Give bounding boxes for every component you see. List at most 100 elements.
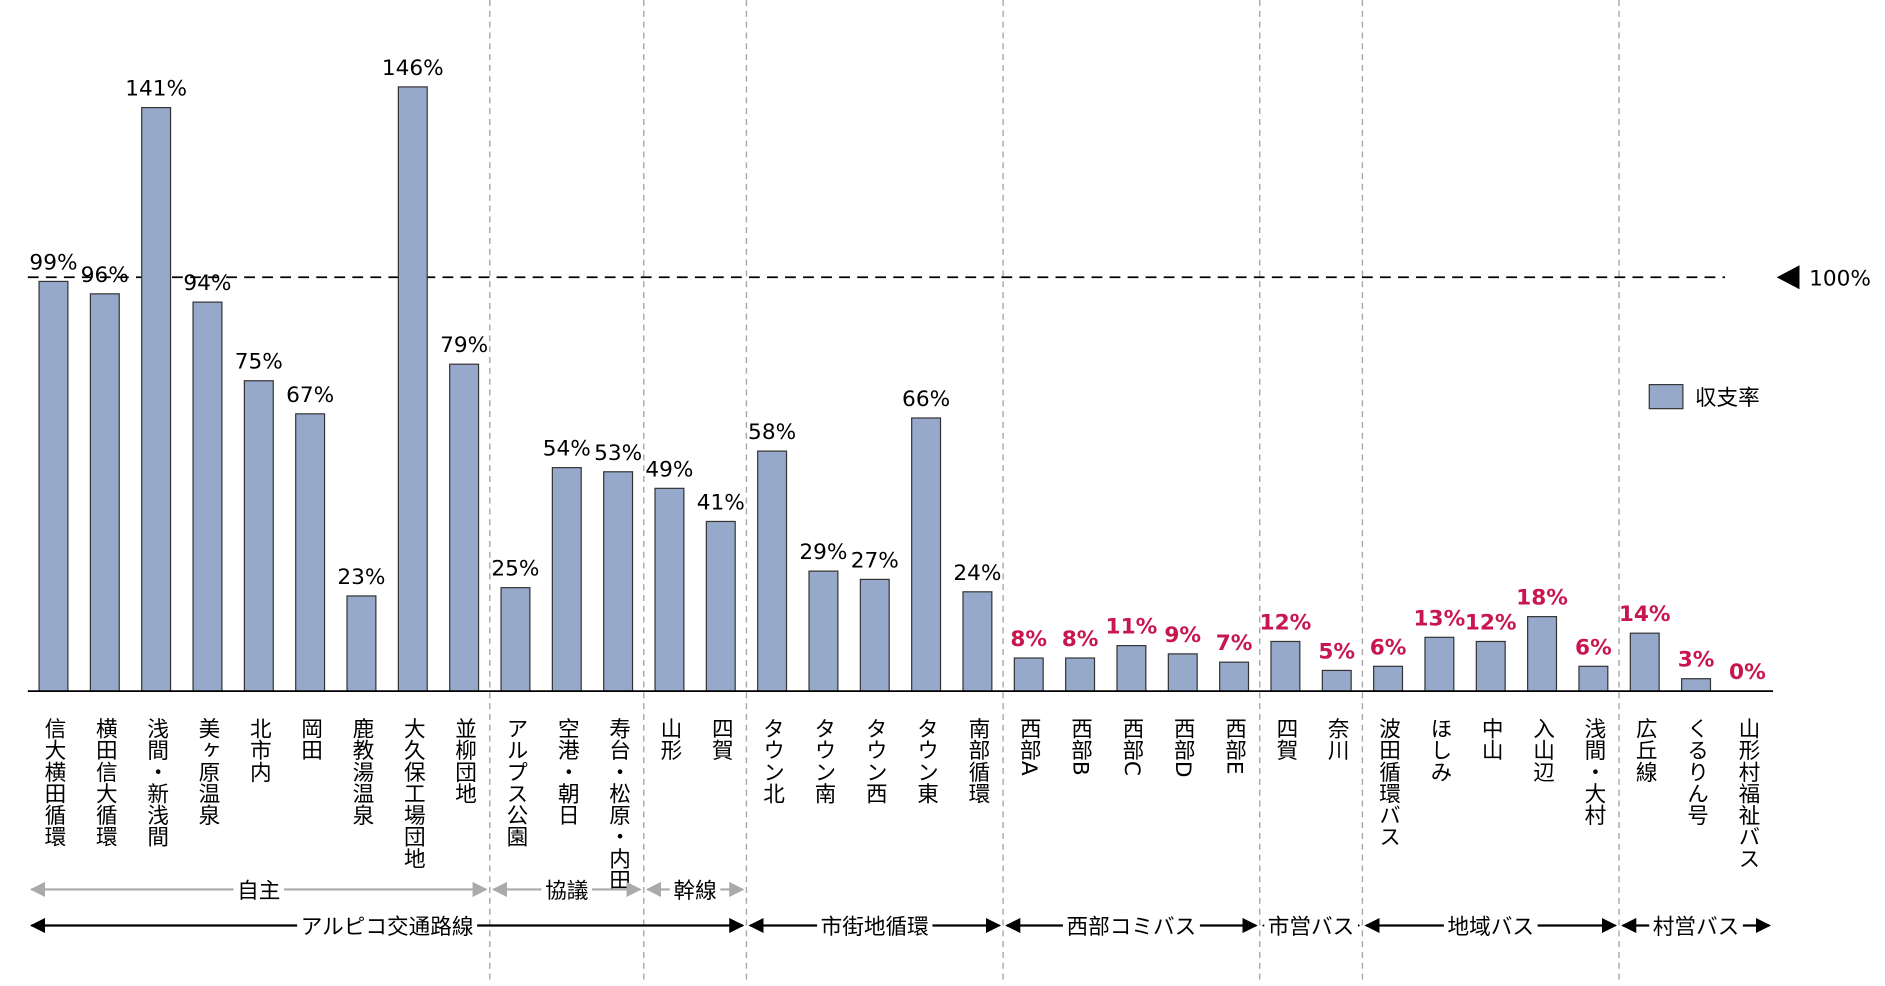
x-tick-label: 入山辺 (1530, 718, 1555, 783)
bar (346, 595, 377, 692)
value-label: 14% (1619, 602, 1671, 627)
value-label: 54% (543, 437, 591, 462)
bar (1116, 645, 1147, 692)
x-tick-label: 西部D (1170, 718, 1195, 778)
value-label: 94% (183, 271, 231, 296)
bar (243, 380, 274, 692)
x-tick-label: タウン北 (760, 718, 785, 805)
value-label: 146% (382, 56, 444, 81)
bar (1270, 640, 1301, 692)
group-label-bg (669, 878, 721, 904)
group-label-bg (1264, 914, 1358, 940)
group-label-bg (541, 878, 593, 904)
x-tick-label: ほしみ (1427, 718, 1452, 783)
bar (551, 467, 582, 692)
group-label: 市街地循環 (821, 915, 929, 940)
value-label: 24% (953, 561, 1001, 586)
x-tick-label: 山形 (657, 718, 682, 762)
value-label: 18% (1516, 586, 1568, 611)
reference-marker (1776, 265, 1800, 290)
x-tick-label: 西部E (1222, 718, 1247, 775)
value-label: 99% (29, 250, 77, 275)
value-label: 8% (1062, 627, 1099, 652)
x-tick-label: 西部B (1068, 718, 1093, 776)
bar (911, 417, 942, 692)
value-label: 13% (1414, 606, 1466, 631)
bar (808, 570, 839, 692)
bar (397, 86, 428, 692)
x-tick-label: 空港・朝日 (554, 718, 579, 827)
value-label: 41% (697, 490, 745, 515)
x-tick-label: 広丘線 (1632, 718, 1657, 783)
bar (603, 471, 634, 692)
x-tick-label: 横田信大循環 (92, 718, 117, 848)
x-tick-label: 中山 (1478, 718, 1503, 762)
value-label: 12% (1260, 610, 1312, 635)
bar (1475, 640, 1506, 692)
group-label-bg (1062, 914, 1200, 940)
bar (1321, 669, 1352, 692)
value-label: 11% (1106, 615, 1158, 640)
x-tick-label: 美ヶ原温泉 (195, 718, 220, 827)
value-label: 12% (1465, 610, 1517, 635)
value-label: 58% (748, 420, 796, 445)
value-label: 25% (491, 557, 539, 582)
x-tick-label: 浅間・大村 (1581, 718, 1606, 827)
x-tick-label: 寿台・松原・内田 (606, 718, 631, 891)
bar (141, 106, 172, 692)
value-label: 8% (1010, 627, 1047, 652)
x-tick-label: 四賀 (1273, 718, 1298, 762)
group-label-bg (817, 914, 933, 940)
x-tick-label: 南部循環 (965, 718, 990, 805)
x-tick-label: 浅間・新浅間 (144, 718, 169, 848)
value-label: 6% (1575, 635, 1612, 660)
group-label-bg (1649, 914, 1743, 940)
value-label: 96% (81, 263, 129, 288)
x-tick-label: 信大横田循環 (41, 718, 66, 848)
bar (1219, 661, 1250, 692)
group-label: 市営バス (1268, 915, 1355, 940)
bar (295, 413, 326, 692)
bar (1373, 665, 1404, 692)
value-label: 29% (799, 540, 847, 565)
value-label: 23% (337, 565, 385, 590)
legend-label: 収支率 (1695, 386, 1760, 411)
x-tick-label: 並柳団地 (452, 718, 477, 805)
group-label: 幹線 (673, 879, 716, 904)
x-tick-label: 山形村福祉バス (1735, 718, 1760, 869)
value-label: 79% (440, 333, 488, 358)
bar (1527, 616, 1558, 692)
group-label: 地域バス (1447, 915, 1534, 940)
value-label: 75% (235, 350, 283, 375)
x-tick-label: タウン東 (914, 718, 939, 805)
x-tick-label: 西部C (1119, 718, 1144, 776)
x-tick-label: 鹿教湯温泉 (349, 718, 374, 827)
value-label: 7% (1216, 631, 1253, 656)
x-tick-label: 波田循環バス (1376, 718, 1401, 848)
value-label: 27% (851, 548, 899, 573)
group-label: 協議 (545, 879, 588, 904)
bar (38, 280, 69, 692)
bar (1578, 665, 1609, 692)
x-tick-label: 大久保工場団地 (400, 718, 425, 869)
value-label: 9% (1164, 623, 1201, 648)
group-label-bg (297, 914, 478, 940)
bar (705, 520, 736, 692)
bar (962, 591, 993, 692)
value-label: 49% (645, 457, 693, 482)
group-label-bg (233, 878, 285, 904)
value-label: 3% (1678, 648, 1715, 673)
bar (654, 487, 685, 692)
bar (449, 363, 480, 692)
bar (1629, 632, 1660, 692)
x-tick-label: 岡田 (298, 718, 323, 762)
bar (192, 301, 223, 692)
legend-swatch (1648, 384, 1684, 410)
value-label: 66% (902, 387, 950, 412)
bar (1167, 653, 1198, 692)
group-label: 村営バス (1653, 915, 1740, 940)
group-label: 西部コミバス (1067, 915, 1197, 940)
x-tick-label: 奈川 (1324, 718, 1349, 761)
x-tick-label: タウン南 (811, 718, 836, 805)
